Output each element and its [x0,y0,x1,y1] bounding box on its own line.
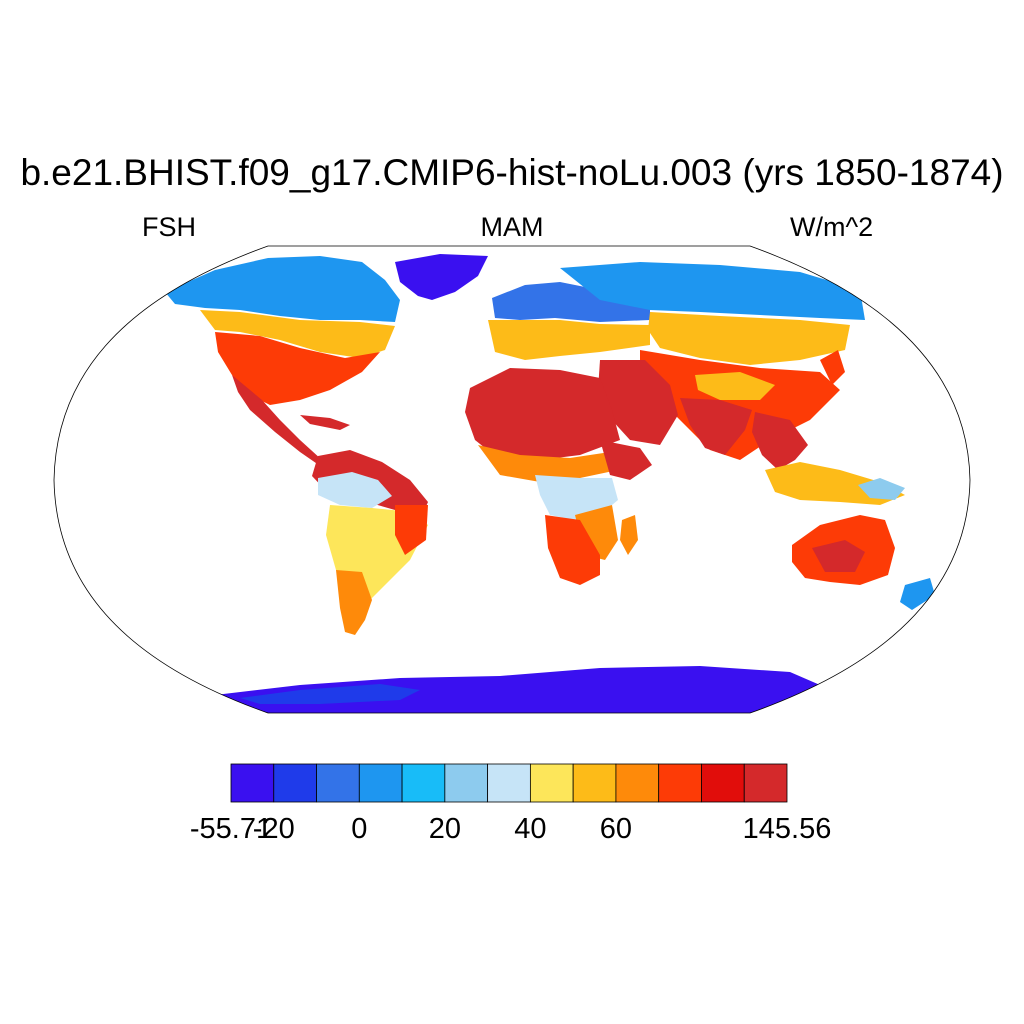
north-africa [465,368,620,460]
units-label: W/m^2 [790,212,874,242]
colorbar: -55.71-20 0 20 40 60 145.56 [190,763,832,845]
north-america-mid [200,310,395,358]
northern-europe [492,282,650,322]
south-america-south [336,570,372,635]
colorbar-tick-label: -55.71 [190,813,272,845]
central-africa [535,475,618,520]
colorbar-tick-label: -20 [253,813,295,845]
tibet [695,372,775,400]
japan [820,350,845,385]
south-america-east [395,505,428,555]
greenland-region [395,254,488,300]
new-zealand [900,578,935,610]
australia-center [812,540,865,572]
horn-of-africa [600,440,652,480]
colorbar-swatch [658,763,702,803]
antarctica-coast [240,684,420,704]
amazon-basin [318,472,392,508]
mexico-central-america [232,375,340,470]
colorbar-tick-label: 145.56 [743,813,832,845]
new-guinea [858,478,905,500]
map-outline [53,245,971,714]
southern-africa [545,515,600,585]
variable-label: FSH [142,212,196,242]
colorbar-tick-label: 60 [600,813,632,845]
colorbar-swatch [401,763,446,803]
asia-south [640,350,840,460]
colorbar-swatch [316,763,360,803]
colorbar-swatch [743,763,788,803]
india [680,398,752,455]
colorbar-swatch [529,763,574,803]
colorbar-swatch [572,763,617,803]
caribbean [300,415,350,430]
colorbar-tick-label: 0 [351,813,367,845]
colorbar-swatch [230,763,275,803]
colorbar-swatch [444,763,489,803]
madagascar [620,515,638,555]
north-america-south [215,332,380,405]
colorbar-swatch [615,763,660,803]
southeast-asia [752,412,808,470]
sahel [478,445,618,482]
colorbar-swatch [358,763,403,803]
antarctica [215,666,820,713]
colorbar-swatch [701,763,745,803]
land-fields [165,254,935,713]
europe [488,320,650,360]
colorbar-tick-label: 40 [514,813,546,845]
middle-east [598,360,678,445]
colorbar-swatch [273,763,317,803]
colorbar-swatch [487,763,531,803]
map-title: b.e21.BHIST.f09_g17.CMIP6-hist-noLu.003 … [20,152,1004,193]
central-asia [648,312,850,365]
north-america-north [165,256,400,322]
siberia [560,262,865,320]
colorbar-tick-label: 20 [429,813,461,845]
season-label: MAM [480,212,544,242]
